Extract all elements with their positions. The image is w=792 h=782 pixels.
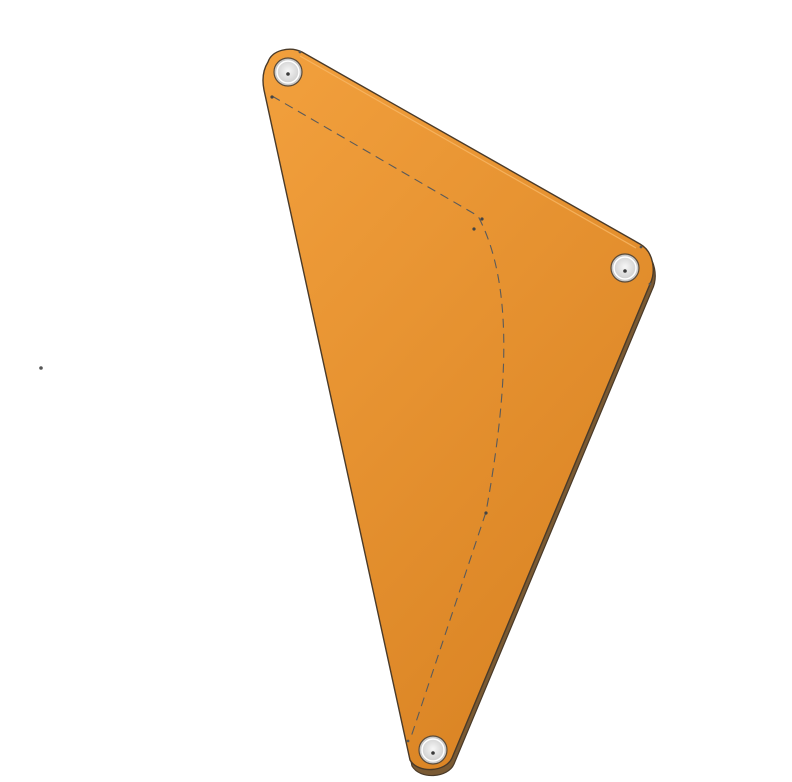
edge-construction-point [648,282,652,286]
sketch-dashed-path [271,95,505,741]
edge-construction-point [406,739,410,743]
sketch-vertex-point[interactable] [484,511,488,515]
edge-construction-point [298,50,302,54]
sketch-vertex-point[interactable] [270,95,274,99]
mounting-hole-top-left[interactable] [273,57,303,87]
plate-top-face[interactable] [262,48,654,771]
hole-center-point [623,269,627,273]
plate-edge-highlight [299,55,637,249]
hole-center-point [431,751,435,755]
mounting-hole-right[interactable] [610,253,640,283]
mounting-hole-bottom[interactable] [418,735,448,765]
sketch-vertex-point[interactable] [472,227,476,231]
origin-point-marker[interactable] [39,366,43,370]
hole-center-point [286,72,290,76]
edge-construction-point [639,245,643,249]
sketch-vertex-point[interactable] [480,217,484,221]
